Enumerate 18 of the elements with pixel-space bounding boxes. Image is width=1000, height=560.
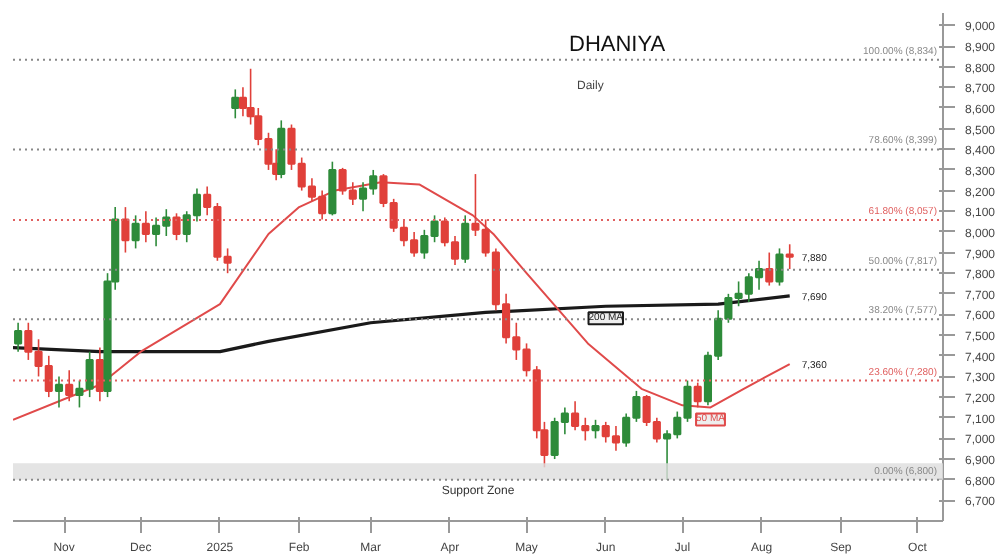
candlestick: [461, 214, 470, 264]
candlestick: [693, 381, 702, 409]
candlestick: [121, 206, 130, 254]
text: DHANIYA: [569, 33, 667, 57]
line-series: [13, 294, 792, 354]
candlestick: [785, 243, 794, 270]
candlestick: [14, 321, 23, 353]
candlestick: [65, 369, 74, 403]
candlestick: [131, 214, 140, 250]
candlestick: [765, 251, 774, 287]
candlestick: [775, 247, 784, 287]
candlestick: [591, 419, 600, 440]
candlestick: [54, 375, 64, 409]
candlestick: [172, 212, 181, 241]
candlestick: [277, 119, 286, 179]
candlestick: [328, 160, 337, 217]
candlestick: [141, 210, 150, 244]
candlestick: [231, 88, 240, 120]
